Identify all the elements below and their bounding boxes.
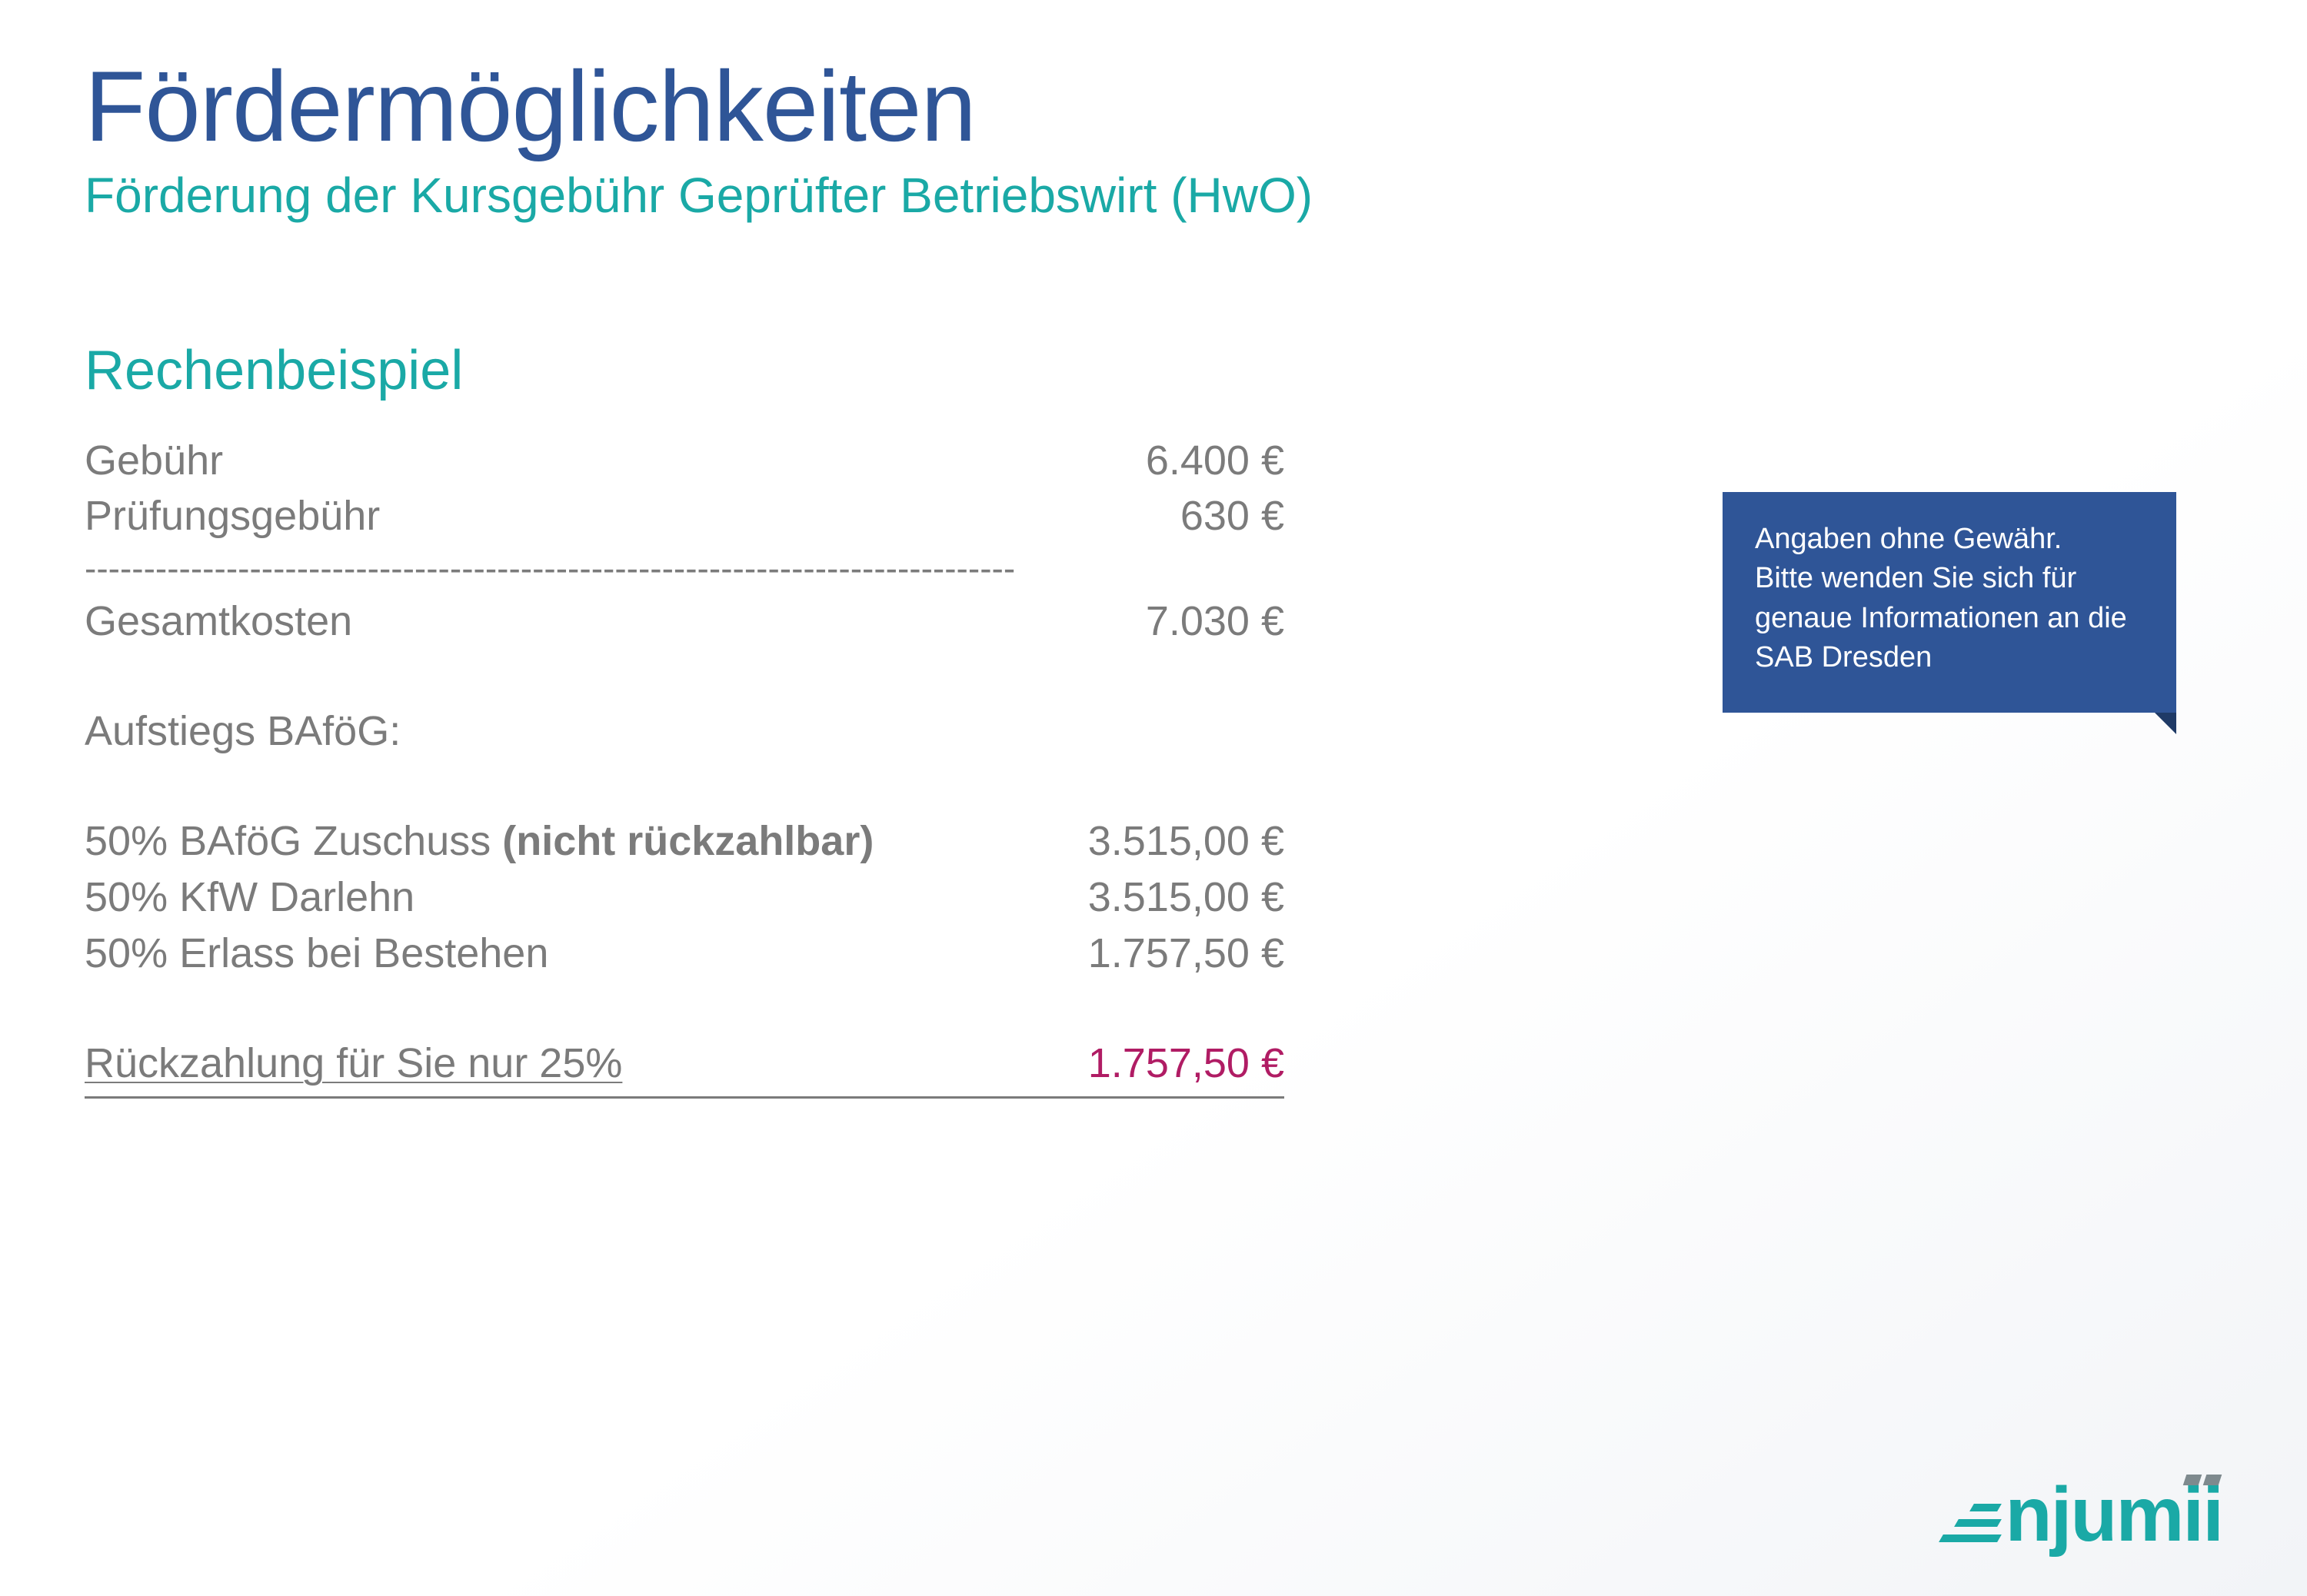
calc-final-label: Rückzahlung für Sie nur 25% xyxy=(85,1036,622,1092)
brand-logo: njumii xyxy=(1941,1476,2222,1553)
calc-total-row: Gesamtkosten 7.030 € xyxy=(85,594,1284,650)
calc-final-value: 1.757,50 € xyxy=(1038,1036,1284,1092)
bafog-heading-label: Aufstiegs BAföG: xyxy=(85,703,1038,760)
calc-value: 1.757,50 € xyxy=(1038,926,1284,982)
calc-label: 50% BAföG Zuschuss (nicht rückzahlbar) xyxy=(85,813,1038,869)
calc-value: 6.400 € xyxy=(1038,433,1284,489)
calc-row: 50% BAföG Zuschuss (nicht rückzahlbar) 3… xyxy=(85,813,1284,869)
calc-label: 50% KfW Darlehn xyxy=(85,869,1038,926)
calc-label-bold: (nicht rückzahlbar) xyxy=(502,818,874,864)
bafog-heading: Aufstiegs BAföG: xyxy=(85,703,1284,760)
calc-label: Prüfungsgebühr xyxy=(85,488,1038,544)
calc-value: 3.515,00 € xyxy=(1038,813,1284,869)
slide: Fördermöglichkeiten Förderung der Kursge… xyxy=(0,0,2307,1596)
calc-label-prefix: 50% BAföG Zuschuss xyxy=(85,818,502,864)
logo-lines-icon xyxy=(1941,1504,1999,1542)
logo-text: njumii xyxy=(2006,1476,2222,1553)
calc-value: 3.515,00 € xyxy=(1038,869,1284,926)
calculation-block: Gebühr 6.400 € Prüfungsgebühr 630 € ----… xyxy=(85,433,1284,1099)
disclaimer-line: Angaben ohne Gewähr. xyxy=(1755,520,2144,559)
disclaimer-box: Angaben ohne Gewähr. Bitte wenden Sie si… xyxy=(1723,492,2176,713)
calc-label-prefix: 50% Erlass bei Bestehen xyxy=(85,930,548,976)
calc-row: Prüfungsgebühr 630 € xyxy=(85,488,1284,544)
calc-divider: ----------------------------------------… xyxy=(85,547,1284,589)
page-title: Fördermöglichkeiten xyxy=(85,54,2222,159)
page-subtitle: Förderung der Kursgebühr Geprüfter Betri… xyxy=(85,167,2222,224)
calc-final-row: Rückzahlung für Sie nur 25% 1.757,50 € xyxy=(85,1036,1284,1099)
disclaimer-line: Bitte wenden Sie sich für genaue Informa… xyxy=(1755,559,2144,677)
calc-label: Gebühr xyxy=(85,433,1038,489)
calc-value: 630 € xyxy=(1038,488,1284,544)
calc-row: Gebühr 6.400 € xyxy=(85,433,1284,489)
calc-row: 50% KfW Darlehn 3.515,00 € xyxy=(85,869,1284,926)
calc-label-prefix: 50% KfW Darlehn xyxy=(85,874,414,920)
calc-total-label: Gesamtkosten xyxy=(85,594,1038,650)
calc-total-value: 7.030 € xyxy=(1038,594,1284,650)
calc-label: 50% Erlass bei Bestehen xyxy=(85,926,1038,982)
calc-row: 50% Erlass bei Bestehen 1.757,50 € xyxy=(85,926,1284,982)
section-heading: Rechenbeispiel xyxy=(85,339,2222,402)
